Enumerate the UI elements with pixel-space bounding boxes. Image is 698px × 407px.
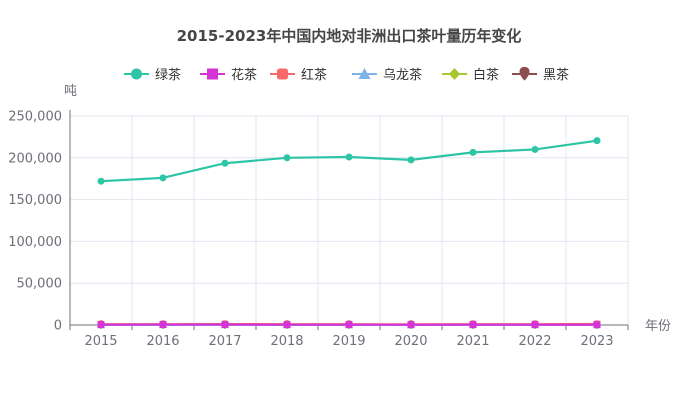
data-point [593,137,601,145]
y-tick-label: 0 [54,319,62,334]
data-point [407,156,415,164]
data-point [345,153,353,161]
data-point [593,321,601,329]
data-point [469,148,477,156]
data-point [159,321,167,329]
series-line [100,139,598,183]
legend-label: 红茶 [301,67,327,83]
legend-marker [358,67,371,79]
data-point [221,321,229,329]
series-2 [97,321,601,329]
legend-label: 黑茶 [543,67,569,83]
x-axis-label: 年份 [645,319,671,334]
x-tick-label: 2020 [394,334,427,349]
legend-marker [131,68,142,80]
legend-marker [449,67,460,81]
x-tick-label: 2023 [580,334,613,349]
data-point [159,174,167,182]
data-point [345,321,353,329]
legend[interactable]: 绿茶 花茶 红茶 乌龙茶 白茶 黑茶 [124,66,569,83]
x-tick-label: 2021 [456,334,489,349]
legend-item[interactable]: 白茶 [442,67,499,83]
legend-marker [207,68,218,80]
legend-item[interactable]: 红茶 [270,67,327,83]
x-tick-label: 2022 [518,334,551,349]
data-point [531,321,539,329]
data-point [97,177,105,185]
x-tick-label: 2018 [270,334,303,349]
y-tick-label: 150,000 [8,193,62,208]
legend-item[interactable]: 花茶 [200,67,257,83]
series-layer [97,137,601,330]
y-tick-label: 200,000 [8,151,62,166]
legend-item[interactable]: 乌龙茶 [352,67,422,83]
y-tick-label: 250,000 [8,110,62,125]
data-point [283,154,291,162]
y-tick-label: 100,000 [8,235,62,250]
legend-label: 乌龙茶 [383,67,422,83]
data-point [283,321,291,329]
y-axis-label: 吨 [64,84,77,99]
chart-title: 2015-2023年中国内地对非洲出口茶叶量历年变化 [177,27,522,45]
data-point [407,321,415,329]
data-point [97,321,105,329]
legend-item[interactable]: 绿茶 [124,67,181,83]
legend-label: 花茶 [231,67,257,83]
x-tick-label: 2017 [208,334,241,349]
series-1 [97,137,601,185]
data-point [469,321,477,329]
y-tick-label: 50,000 [17,277,63,292]
legend-label: 白茶 [473,67,499,83]
x-tick-label: 2016 [146,334,179,349]
x-tick-label: 2019 [332,334,365,349]
legend-label: 绿茶 [155,67,181,83]
data-point [531,145,539,153]
legend-marker [277,68,288,80]
data-point [221,159,229,167]
axes: 0 50,000 100,000 150,000 200,000 250,000 2015 2… [8,110,629,349]
x-tick-label: 2015 [84,334,117,349]
legend-marker [519,66,530,81]
legend-item[interactable]: 黑茶 [512,66,569,83]
